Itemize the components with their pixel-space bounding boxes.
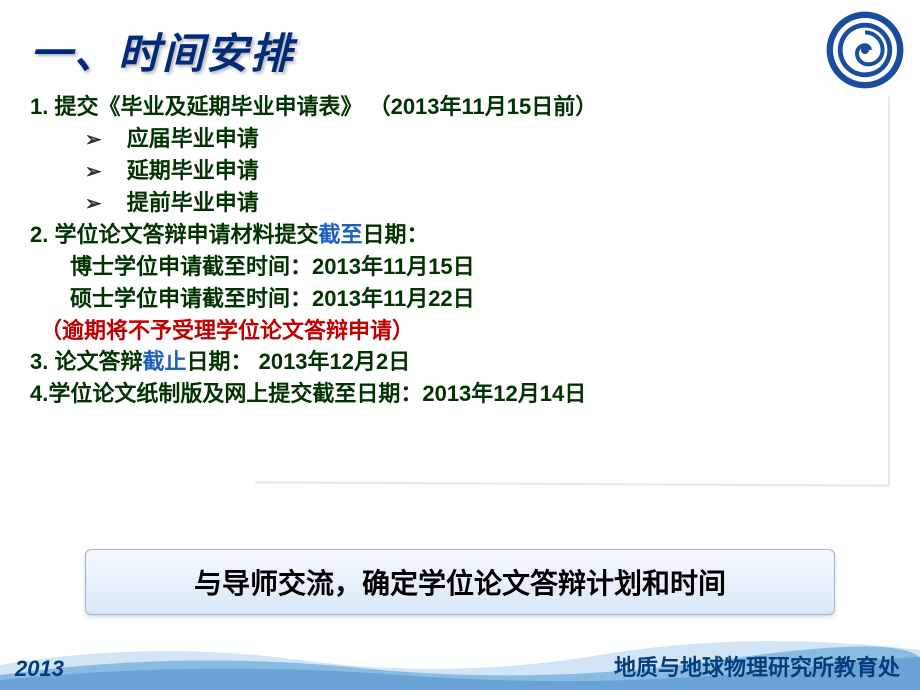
bullet-item: ➢ 应届毕业申请 — [85, 123, 890, 155]
footer-org: 地质与地球物理研究所教育处 — [614, 650, 900, 682]
item3-prefix: 3. 论文答辩 — [30, 349, 142, 374]
bullet-text: 提前毕业申请 — [127, 187, 259, 219]
item-4: 4.学位论文纸制版及网上提交截至日期：2013年12月14日 — [30, 378, 890, 410]
item2-highlight: 截至 — [318, 222, 362, 247]
bullet-item: ➢ 延期毕业申请 — [85, 155, 890, 187]
chevron-icon: ➢ — [85, 126, 102, 155]
content-body: 1. 提交《毕业及延期毕业申请表》 （2013年11月15日前） ➢ 应届毕业申… — [30, 91, 890, 410]
item-1: 1. 提交《毕业及延期毕业申请表》 （2013年11月15日前） — [30, 91, 890, 123]
callout-text: 与导师交流，确定学位论文答辩计划和时间 — [194, 568, 726, 599]
chevron-icon: ➢ — [85, 190, 102, 219]
footer: 2013 地质与地球物理研究所教育处 — [0, 630, 920, 690]
bullet-item: ➢ 提前毕业申请 — [85, 187, 890, 219]
callout-box: 与导师交流，确定学位论文答辩计划和时间 — [85, 549, 835, 615]
item1-date: 2013年11月15日前 — [391, 94, 576, 119]
chevron-icon: ➢ — [85, 158, 102, 187]
item2-note: （逾期将不予受理学位论文答辩申请） — [40, 318, 414, 343]
item2-suffix: 日期： — [362, 222, 428, 247]
bullet-text: 延期毕业申请 — [127, 155, 259, 187]
bullet-list: ➢ 应届毕业申请 ➢ 延期毕业申请 ➢ 提前毕业申请 — [85, 123, 890, 219]
footer-year: 2013 — [15, 656, 64, 682]
institute-logo — [825, 10, 905, 90]
item2-sub2: 硕士学位申请截至时间：2013年11月22日 — [70, 283, 890, 315]
item1-suffix: ） — [575, 94, 597, 119]
slide-title: 一、时间安排 — [30, 20, 890, 81]
item-3: 3. 论文答辩截止日期： 2013年12月2日 — [30, 346, 890, 378]
logo-icon — [825, 10, 905, 90]
item-2: 2. 学位论文答辩申请材料提交截至日期： — [30, 219, 890, 251]
item2-note-wrapper: （逾期将不予受理学位论文答辩申请） — [40, 315, 890, 347]
item3-suffix: 日期： 2013年12月2日 — [186, 349, 410, 374]
slide-container: 一、时间安排 1. 提交《毕业及延期毕业申请表》 （2013年11月15日前） … — [0, 0, 920, 690]
item2-prefix: 2. 学位论文答辩申请材料提交 — [30, 222, 318, 247]
item3-highlight: 截止 — [142, 349, 186, 374]
bullet-text: 应届毕业申请 — [127, 123, 259, 155]
item1-prefix: 1. 提交《毕业及延期毕业申请表》 （ — [30, 94, 391, 119]
item2-sub1: 博士学位申请截至时间：2013年11月15日 — [70, 251, 890, 283]
